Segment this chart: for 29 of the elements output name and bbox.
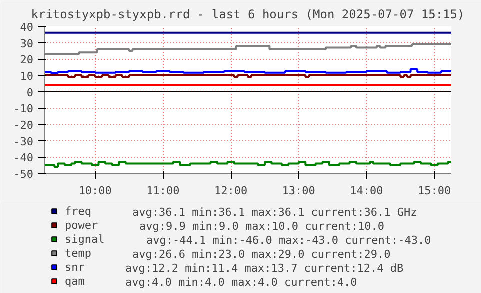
text: avg:4.0 min:4.0 max:4.0 current:4.0 xyxy=(126,276,358,289)
x-tick-label: 11:00 xyxy=(146,184,180,198)
text: avg:36.1 min:36.1 max:36.1 current:36.1 GHz xyxy=(132,206,418,219)
y-tick-label: -40 xyxy=(14,152,34,165)
y-tick-label: -20 xyxy=(14,119,34,132)
x-tick-label: 14:00 xyxy=(350,184,384,198)
x-tick-label: 10:00 xyxy=(78,184,112,198)
y-tick-label: -50 xyxy=(14,168,34,181)
legend-label: freq xyxy=(65,204,92,218)
y-tick-label: 0 xyxy=(26,86,34,100)
text: avg:9.9 min:9.0 max:10.0 current:10.0 xyxy=(140,220,385,233)
text: avg:12.2 min:11.4 max:13.7 current:12.4 dB xyxy=(126,262,404,275)
y-tick-label: 20 xyxy=(20,54,34,67)
chart-title: kritostyxpb-styxpb.rrd - last 6 hours (Mon 2025-07-07 15:15) xyxy=(31,8,465,22)
y-tick-label: 40 xyxy=(20,21,34,34)
x-tick-label: 13:00 xyxy=(282,184,316,198)
y-tick-label: 30 xyxy=(20,37,34,50)
legend-label: temp xyxy=(65,246,92,260)
y-tick-label: -30 xyxy=(14,135,34,148)
text: avg:-44.1 min:-46.0 max:-43.0 current:-43.0 xyxy=(146,234,432,247)
legend-label: signal xyxy=(65,232,105,246)
y-tick-label: 10 xyxy=(20,70,34,83)
x-tick-label: 12:00 xyxy=(214,184,248,198)
text: avg:26.6 min:23.0 max:29.0 current:29.0 xyxy=(132,248,391,261)
x-tick-label: 15:00 xyxy=(418,184,452,198)
legend-label: power xyxy=(65,218,98,232)
y-tick-label: -10 xyxy=(14,102,34,116)
legend-label: snr xyxy=(65,260,85,274)
legend-label: qam xyxy=(65,274,85,288)
